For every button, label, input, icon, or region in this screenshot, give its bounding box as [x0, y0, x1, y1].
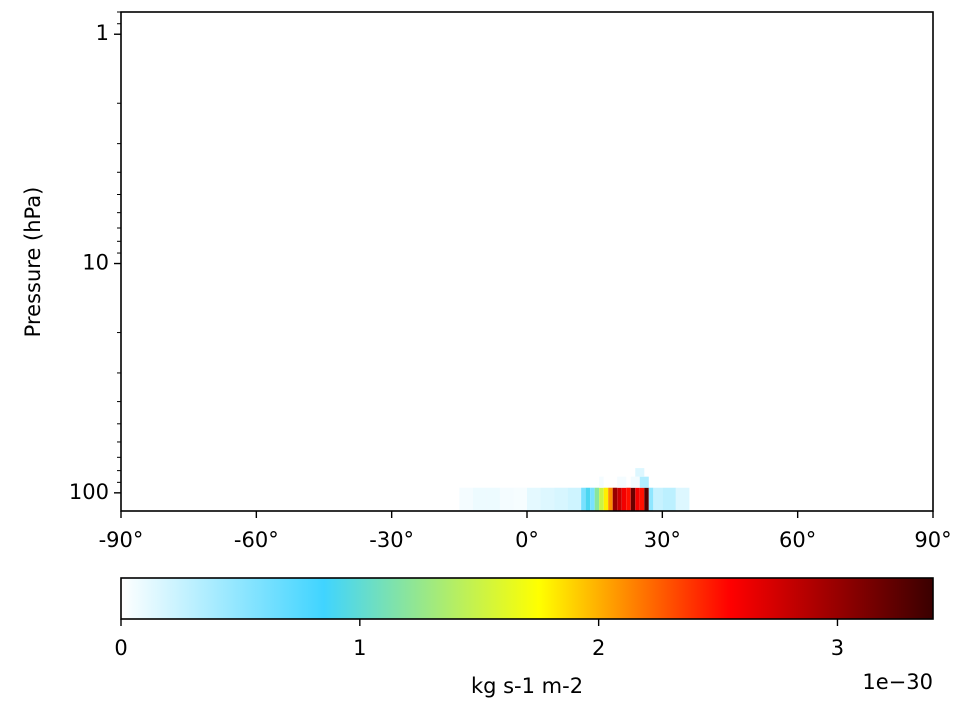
- heatmap-cell: [540, 487, 555, 511]
- colorbar-frame: [120, 577, 934, 620]
- heatmap-cell: [599, 487, 604, 511]
- y-tick-label: 10: [82, 251, 109, 275]
- heatmap-cell: [617, 487, 622, 511]
- heatmap-cell: [486, 487, 500, 511]
- x-tick-label: 0°: [515, 528, 539, 552]
- colorbar-gradient: [121, 578, 933, 619]
- heatmap-cell: [581, 487, 586, 511]
- heatmap-cell: [585, 487, 591, 511]
- heatmap-cell: [662, 487, 676, 511]
- colorbar-ticks: 0 1 2 3: [114, 619, 844, 660]
- heatmap-cell: [608, 487, 613, 511]
- heatmap-cell: [590, 487, 595, 511]
- x-tick-label: 30°: [644, 528, 681, 552]
- heatmap-cell: [639, 476, 649, 488]
- heatmap-cell: [675, 487, 690, 511]
- heatmap-cell: [621, 487, 627, 511]
- colorbar: 0 1 2 3 kg s-1 m-2 1e−30: [114, 577, 934, 698]
- heatmap-cell: [612, 487, 618, 511]
- heatmap-cell: [527, 487, 541, 511]
- heatmap-cells: [459, 468, 690, 511]
- heatmap-cell: [459, 487, 473, 511]
- y-axis: 1 10 100: [69, 11, 121, 504]
- colorbar-tick-label: 2: [592, 636, 605, 660]
- colorbar-tick-label: 0: [114, 636, 127, 660]
- x-tick-label: -90°: [99, 528, 144, 552]
- heatmap-cell: [617, 476, 627, 488]
- heatmap-cell: [630, 487, 636, 511]
- heatmap-cell: [554, 487, 568, 511]
- x-tick-label: -30°: [369, 528, 414, 552]
- y-tick-label: 1: [96, 21, 109, 45]
- heatmap-cell: [472, 487, 487, 511]
- heatmap-cell: [639, 487, 645, 511]
- colorbar-tick-label: 3: [831, 636, 844, 660]
- heatmap-cell: [644, 487, 649, 511]
- colorbar-scale-label: 1e−30: [862, 670, 933, 694]
- heatmap-cell: [635, 468, 645, 477]
- heatmap-cell: [653, 487, 663, 511]
- heatmap-cell: [599, 476, 604, 488]
- y-tick-label: 100: [69, 480, 109, 504]
- colorbar-label: kg s-1 m-2: [471, 674, 583, 698]
- x-axis: -90° -60° -30° 0° 30° 60° 90°: [99, 511, 952, 552]
- heatmap-cell: [499, 487, 514, 511]
- heatmap-cell: [630, 476, 640, 488]
- x-tick-label: 90°: [914, 528, 951, 552]
- x-tick-label: 60°: [779, 528, 816, 552]
- heatmap-cell: [626, 487, 631, 511]
- y-axis-label: Pressure (hPa): [21, 187, 45, 338]
- x-tick-label: -60°: [234, 528, 279, 552]
- heatmap-cell: [594, 487, 600, 511]
- colorbar-tick-label: 1: [353, 636, 366, 660]
- plot-area: [120, 11, 934, 512]
- heatmap-cell: [648, 487, 654, 511]
- plot-frame: [120, 11, 934, 512]
- heatmap-cell: [567, 487, 582, 511]
- heatmap-cell: [603, 487, 609, 511]
- heatmap-cell: [513, 487, 527, 511]
- heatmap-cell: [635, 487, 640, 511]
